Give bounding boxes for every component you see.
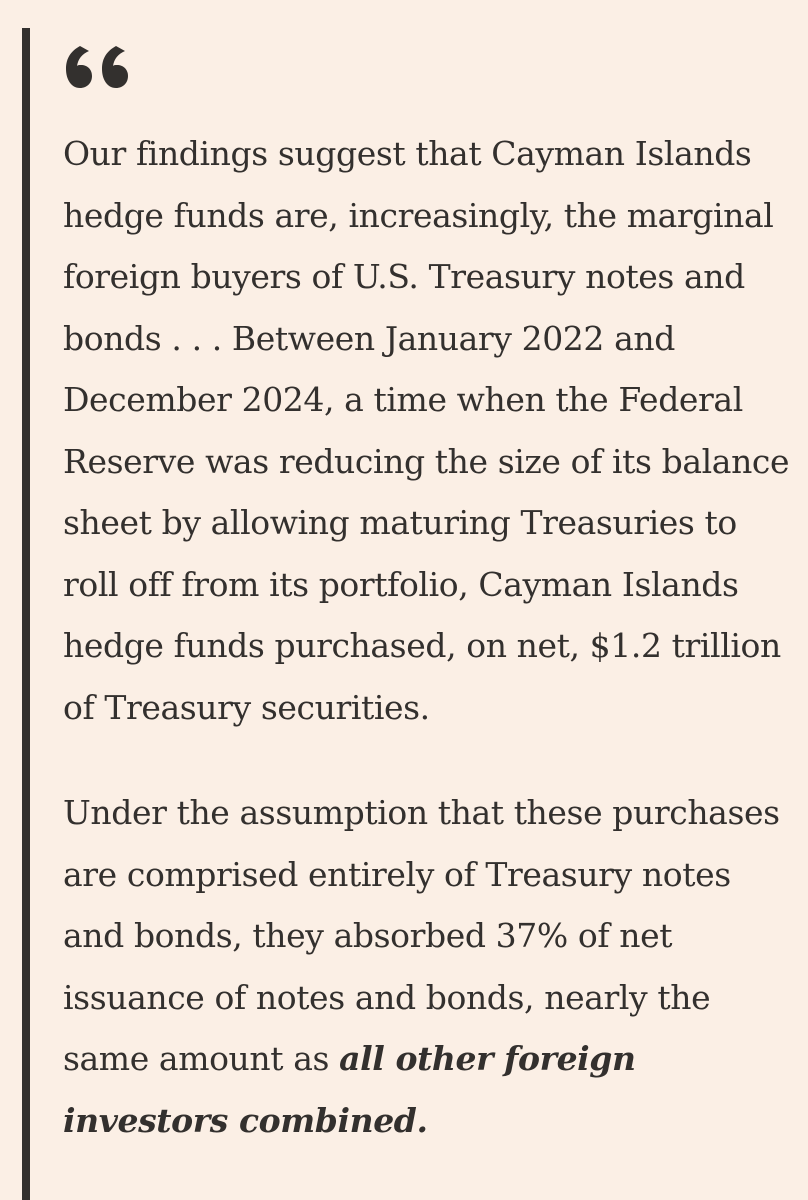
blockquote-body: Our findings suggest that Cayman Islands… (63, 123, 793, 1151)
quote-line: hedge funds purchased, on net, $1.2 tril… (63, 626, 781, 665)
quote-line: sheet by allowing maturing Treasuries to (63, 503, 737, 542)
quote-line: Reserve was reducing the size of its bal… (63, 441, 790, 481)
quote-line: are comprised entirely of Treasury notes (63, 854, 731, 894)
quote-line: and bonds, they absorbed 37% of net (63, 916, 673, 955)
quote-line-plain-text: same amount as (63, 1039, 340, 1078)
quote-line: issuance of notes and bonds, nearly the (63, 977, 711, 1017)
quote-line: same amount as all other foreign (63, 1028, 793, 1090)
quote-line: hedge funds are, increasingly, the margi… (63, 195, 774, 235)
quote-line: investors combined. (63, 1090, 793, 1152)
quote-paragraph-2: Under the assumption that these purchase… (63, 782, 793, 1151)
opening-quote-mark-icon (66, 46, 128, 88)
quote-paragraph-1: Our findings suggest that Cayman Islands… (63, 123, 793, 738)
quote-line: foreign buyers of U.S. Treasury notes an… (63, 257, 745, 296)
quote-line: of Treasury securities. (63, 687, 430, 727)
quote-line: December 2024, a time when the Federal (63, 380, 743, 419)
quote-emphasis-text: investors combined. (63, 1100, 428, 1140)
quote-line: bonds . . . Between January 2022 and (63, 318, 675, 358)
quote-line: roll off from its portfolio, Cayman Isla… (63, 564, 739, 604)
blockquote-left-rule (22, 28, 30, 1200)
quote-line: Under the assumption that these purchase… (63, 793, 780, 832)
quote-emphasis-text: all other foreign (339, 1039, 636, 1078)
quote-line: Our findings suggest that Cayman Islands (63, 134, 752, 173)
